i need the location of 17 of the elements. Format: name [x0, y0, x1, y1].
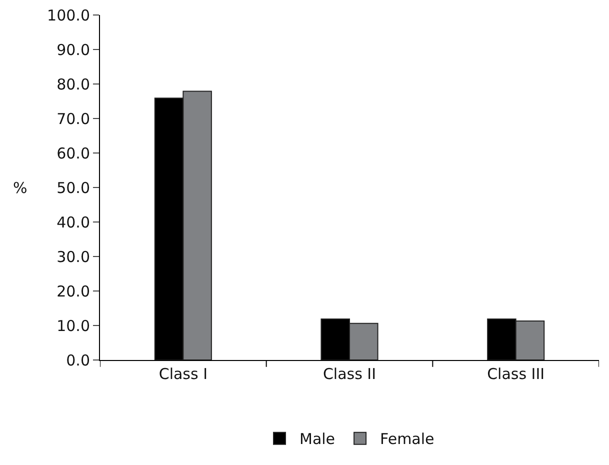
y-tick-label: 70.0 — [56, 110, 90, 128]
y-tick-label: 10.0 — [56, 316, 90, 335]
x-tick-label: Class I — [158, 365, 208, 383]
y-tick-label: 50.0 — [56, 178, 90, 197]
y-tick-label: 80.0 — [56, 75, 90, 94]
y-tick-label: 90.0 — [56, 40, 90, 59]
y-axis-title: % — [13, 179, 28, 197]
x-tick-label: Class II — [322, 365, 376, 383]
y-tick-label: 20.0 — [56, 282, 90, 300]
y-tick-label: 100.0 — [47, 6, 90, 24]
x-tick-label: Class III — [487, 365, 545, 383]
legend-label: Male — [300, 430, 336, 448]
legend-label: Female — [380, 430, 434, 448]
y-tick-label: 60.0 — [56, 144, 90, 162]
y-tick-label: 40.0 — [56, 213, 90, 232]
y-tick-label: 0.0 — [66, 351, 90, 370]
y-tick-label: 30.0 — [56, 248, 90, 266]
